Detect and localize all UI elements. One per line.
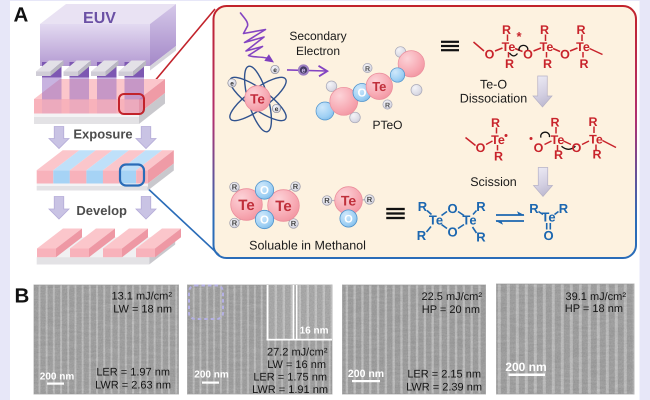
svg-text:39.1 mJ/cm²: 39.1 mJ/cm² [565, 291, 626, 303]
svg-text:R: R [554, 148, 563, 162]
svg-text:Electron: Electron [296, 44, 340, 58]
svg-text:e: e [275, 106, 279, 113]
svg-text:Te-O: Te-O [480, 78, 507, 92]
svg-text:Exposure: Exposure [73, 127, 132, 142]
svg-text:Te: Te [429, 213, 443, 228]
svg-text:LW = 16 nm: LW = 16 nm [267, 359, 326, 371]
svg-text:27.2 mJ/cm²: 27.2 mJ/cm² [267, 347, 328, 359]
svg-text:200 nm: 200 nm [40, 372, 75, 383]
svg-text:O: O [476, 141, 486, 155]
svg-text:200 nm: 200 nm [505, 360, 546, 374]
svg-text:O: O [447, 201, 457, 216]
svg-text:16 nm: 16 nm [300, 326, 329, 337]
svg-text:200 nm: 200 nm [194, 370, 229, 381]
svg-text:Te: Te [540, 40, 554, 54]
svg-text:Scission: Scission [470, 175, 517, 189]
svg-text:R: R [576, 23, 585, 37]
svg-text:e: e [273, 67, 277, 74]
svg-text:R: R [592, 147, 601, 161]
svg-text:e: e [230, 80, 234, 87]
svg-text:Te: Te [551, 133, 565, 147]
svg-text:Develop: Develop [76, 203, 127, 218]
svg-text:PTeO: PTeO [372, 118, 402, 132]
svg-text:R: R [232, 183, 238, 192]
svg-text:A: A [14, 3, 29, 26]
svg-text:R: R [502, 23, 511, 37]
svg-text:O: O [358, 88, 367, 100]
svg-text:LWR = 2.63 nm: LWR = 2.63 nm [95, 380, 171, 392]
svg-text:Te: Te [372, 79, 386, 94]
svg-text:R: R [324, 196, 330, 205]
svg-text:R: R [579, 57, 588, 71]
svg-text:O: O [260, 185, 269, 197]
svg-text:R: R [494, 149, 503, 163]
svg-text:Te: Te [576, 40, 590, 54]
svg-text:LWR = 1.91 nm: LWR = 1.91 nm [252, 384, 328, 396]
svg-text:R: R [232, 219, 238, 228]
svg-text:e: e [302, 68, 306, 75]
svg-text:Te: Te [491, 133, 505, 147]
svg-text:R: R [540, 23, 549, 37]
svg-text:Dissociation: Dissociation [460, 92, 527, 106]
svg-text:LW = 18 nm: LW = 18 nm [113, 304, 172, 316]
svg-text:R: R [476, 199, 486, 214]
svg-text:LER = 2.15 nm: LER = 2.15 nm [407, 369, 481, 381]
svg-text:R: R [529, 201, 539, 216]
svg-text:Secondary: Secondary [289, 29, 346, 43]
svg-text:Te: Te [541, 210, 555, 225]
svg-text:R: R [291, 219, 297, 228]
svg-text:R: R [476, 230, 486, 245]
svg-text:Te: Te [502, 40, 516, 54]
svg-text:LER = 1.97 nm: LER = 1.97 nm [96, 367, 170, 379]
svg-text:200 nm: 200 nm [348, 368, 384, 380]
svg-text:Soluable in Methanol: Soluable in Methanol [249, 239, 366, 253]
svg-text:*: * [516, 29, 522, 44]
svg-text:R: R [543, 57, 552, 71]
svg-text:R: R [417, 228, 427, 243]
svg-text:EUV: EUV [83, 10, 116, 27]
svg-text:R: R [559, 201, 569, 216]
svg-text:O: O [485, 47, 495, 61]
svg-text:O: O [447, 225, 457, 240]
svg-text:22.5 mJ/cm²: 22.5 mJ/cm² [421, 291, 482, 303]
svg-text:R: R [491, 116, 500, 130]
svg-text:HP = 20 nm: HP = 20 nm [422, 304, 480, 316]
svg-text:13.1 mJ/cm²: 13.1 mJ/cm² [111, 291, 172, 303]
svg-text:Te: Te [275, 198, 291, 215]
svg-text:R: R [385, 102, 390, 109]
svg-text:B: B [15, 285, 30, 308]
svg-text:LER = 1.75 nm: LER = 1.75 nm [253, 372, 327, 384]
svg-text:R: R [550, 115, 559, 129]
svg-text:O: O [523, 47, 533, 61]
svg-text:Te: Te [462, 213, 476, 228]
svg-text:R: R [365, 66, 370, 73]
svg-text:O: O [572, 141, 582, 155]
svg-text:O: O [534, 141, 544, 155]
svg-text:R: R [293, 182, 299, 191]
svg-text:Te: Te [250, 91, 265, 106]
svg-text:Te: Te [589, 132, 603, 146]
svg-text:Te: Te [238, 197, 254, 214]
svg-text:Te: Te [341, 193, 357, 209]
svg-text:R: R [505, 57, 514, 71]
svg-text:R: R [367, 195, 373, 204]
svg-text:LWR = 2.39 nm: LWR = 2.39 nm [406, 382, 482, 394]
svg-text:R: R [418, 199, 428, 214]
svg-text:O: O [344, 214, 353, 226]
svg-text:O: O [543, 228, 553, 243]
svg-text:R: R [588, 115, 597, 129]
svg-text:O: O [260, 215, 269, 227]
svg-text:O: O [560, 47, 570, 61]
svg-text:HP = 18 nm: HP = 18 nm [565, 303, 623, 315]
